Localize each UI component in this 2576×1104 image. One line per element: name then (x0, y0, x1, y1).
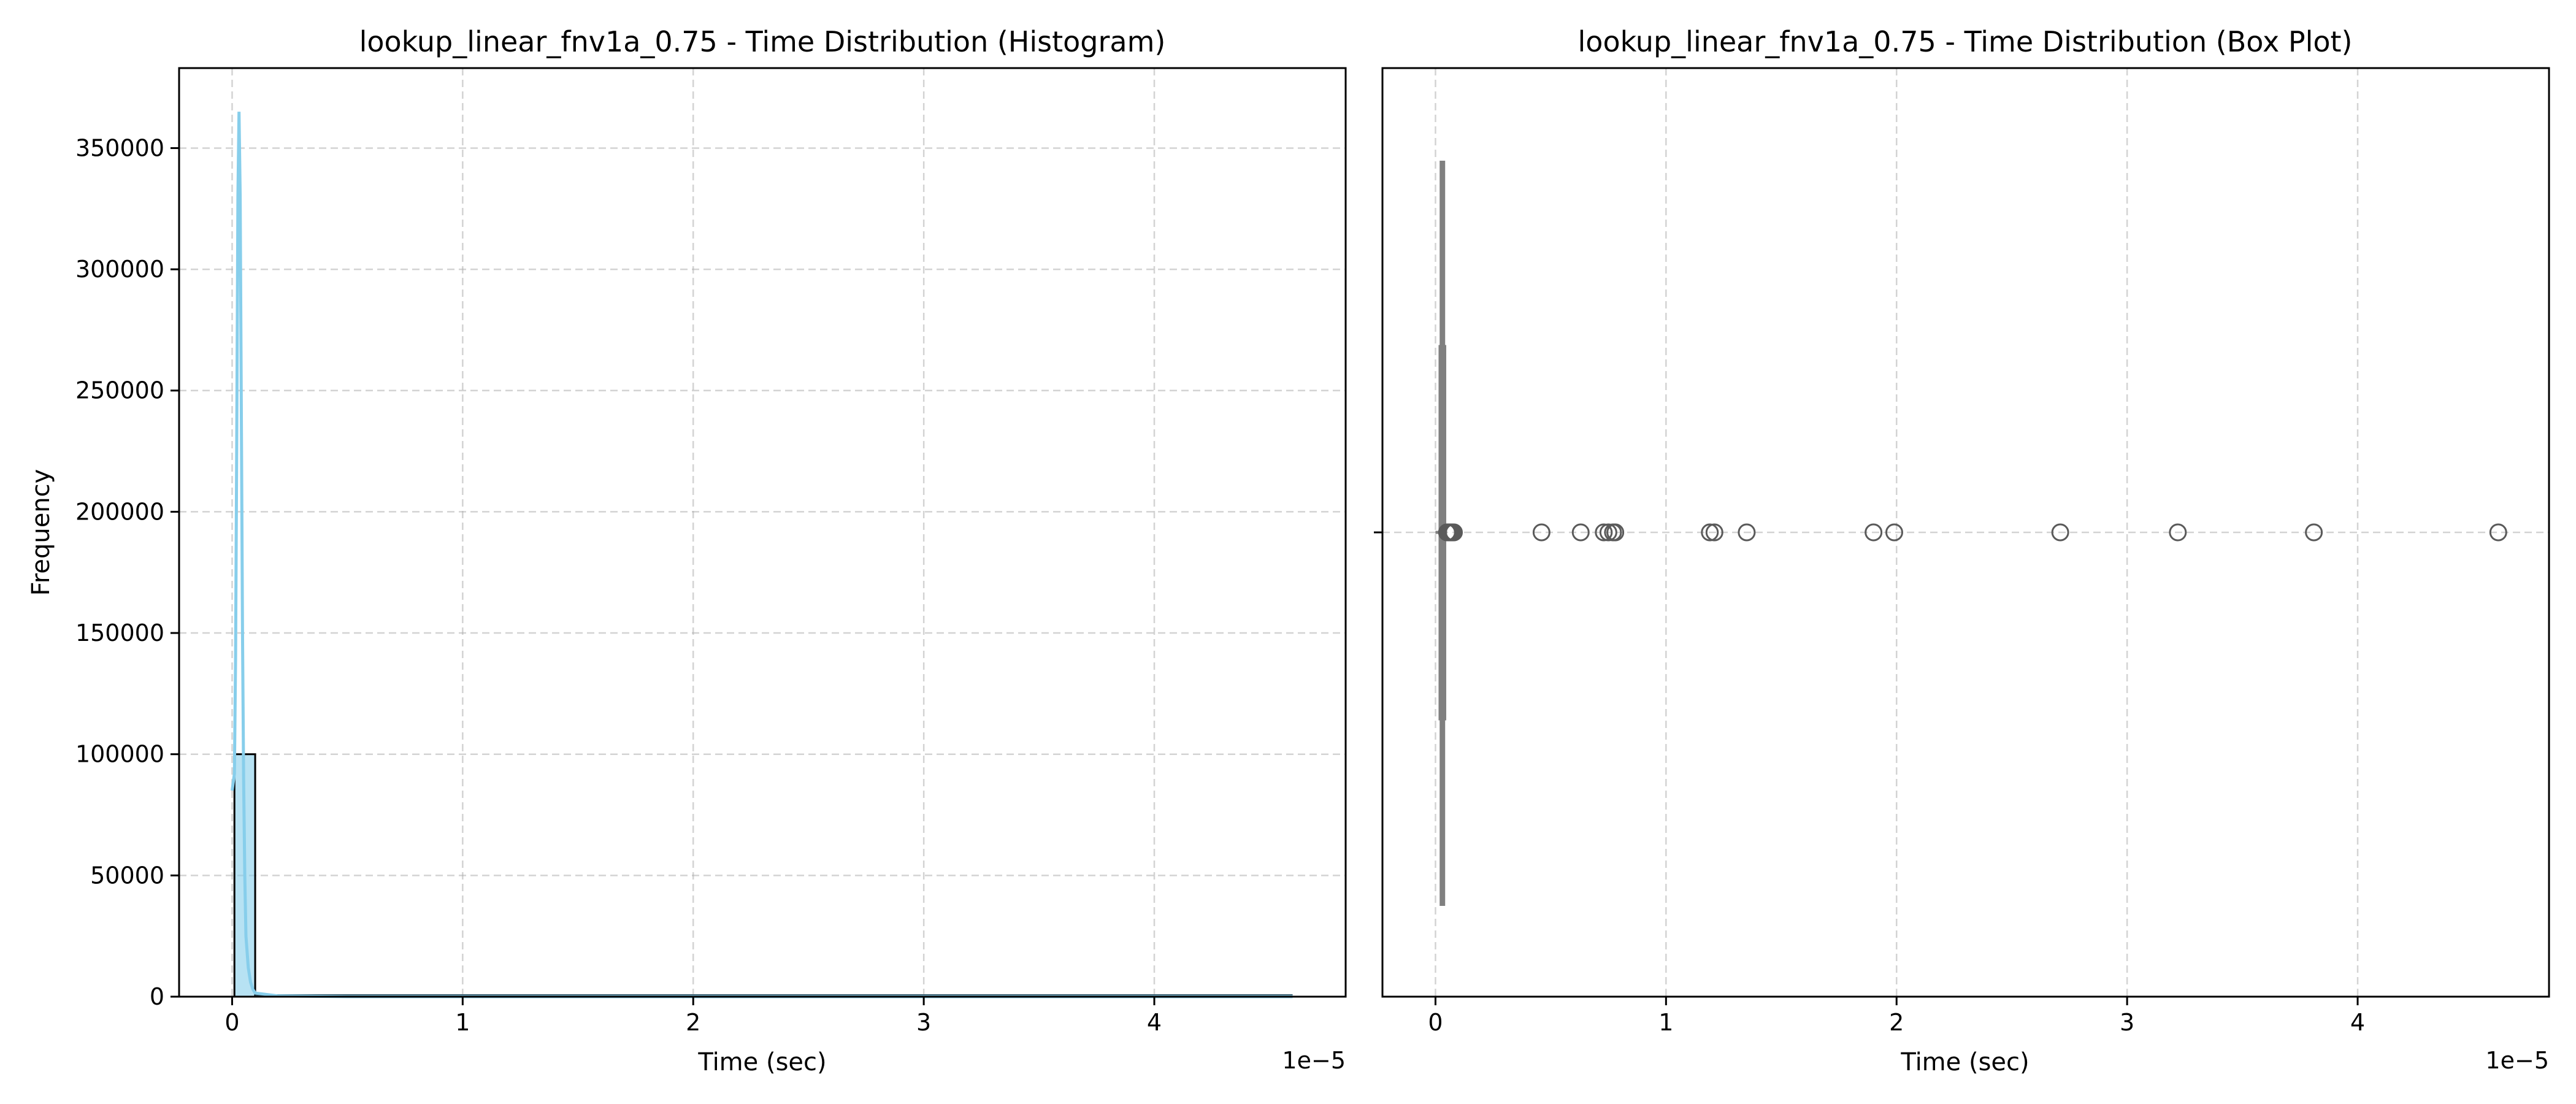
histogram-x-ticks: 0 1 2 3 4 (224, 997, 1162, 1036)
boxplot-outlier-point (1606, 523, 1625, 542)
histogram-x-tick-label: 1 (455, 1009, 470, 1036)
boxplot-x-ticks: 0 1 2 3 4 (1428, 997, 2365, 1036)
boxplot-x-offset-label: 1e−5 (2485, 1047, 2549, 1074)
histogram-x-tick-label: 2 (686, 1009, 700, 1036)
histogram-y-tick-label: 300000 (75, 256, 164, 283)
boxplot-grid (1382, 68, 2549, 997)
boxplot-outlier-point (2489, 523, 2507, 542)
boxplot-outlier-point (1599, 523, 1617, 542)
histogram-y-tick-label: 50000 (90, 862, 164, 889)
histogram-y-tick-label: 350000 (75, 134, 164, 161)
histogram-y-tick-label: 250000 (75, 377, 164, 404)
boxplot-outlier-point (2051, 523, 2069, 542)
boxplot-outlier-point (2169, 523, 2187, 542)
boxplot-x-axis-label: Time (sec) (1900, 1048, 2029, 1076)
boxplot-outlier-point (1738, 523, 1756, 542)
boxplot-outliers (1438, 523, 2507, 542)
boxplot-panel: lookup_linear_fnv1a_0.75 - Time Distribu… (1374, 25, 2550, 1076)
boxplot-x-tick-label: 3 (2120, 1009, 2134, 1036)
histogram-grid (179, 68, 1346, 998)
histogram-x-tick-label: 0 (224, 1009, 239, 1036)
histogram-x-offset-label: 1e−5 (1282, 1047, 1346, 1074)
boxplot-x-tick-label: 1 (1658, 1009, 1673, 1036)
histogram-y-ticks: 0 50000 100000 150000 200000 250000 300000 3500… (75, 134, 179, 1010)
histogram-kde-line (231, 112, 1293, 999)
histogram-y-axis-label: Frequency (27, 469, 55, 596)
histogram-title: lookup_linear_fnv1a_0.75 - Time Distribu… (359, 25, 1166, 58)
boxplot-outlier-point (1532, 523, 1551, 542)
boxplot-x-tick-label: 0 (1428, 1009, 1443, 1036)
histogram-y-tick-label: 150000 (75, 619, 164, 646)
histogram-y-tick-label: 100000 (75, 741, 164, 768)
histogram-frame (178, 67, 1347, 998)
boxplot-x-tick-label: 2 (1889, 1009, 1904, 1036)
boxplot-outlier-point (1595, 523, 1613, 542)
boxplot-outlier-point (1445, 523, 1463, 542)
boxplot-outlier-point (2305, 523, 2323, 542)
boxplot-title: lookup_linear_fnv1a_0.75 - Time Distribu… (1578, 25, 2353, 58)
histogram-x-tick-label: 4 (1147, 1009, 1162, 1036)
histogram-x-tick-label: 3 (916, 1009, 931, 1036)
boxplot-outlier-point (1865, 523, 1883, 542)
boxplot-x-tick-label: 4 (2350, 1009, 2365, 1036)
boxplot-outlier-point (1701, 523, 1719, 542)
histogram-x-axis-label: Time (sec) (697, 1048, 826, 1076)
histogram-y-tick-label: 200000 (75, 498, 164, 525)
boxplot-outlier-point (1885, 523, 1903, 542)
boxplot-outlier-point (1571, 523, 1590, 542)
boxplot-outlier-point (1705, 523, 1723, 542)
histogram-y-tick-label: 0 (150, 983, 164, 1010)
histogram-panel: lookup_linear_fnv1a_0.75 - Time Distribu… (27, 25, 1347, 1076)
